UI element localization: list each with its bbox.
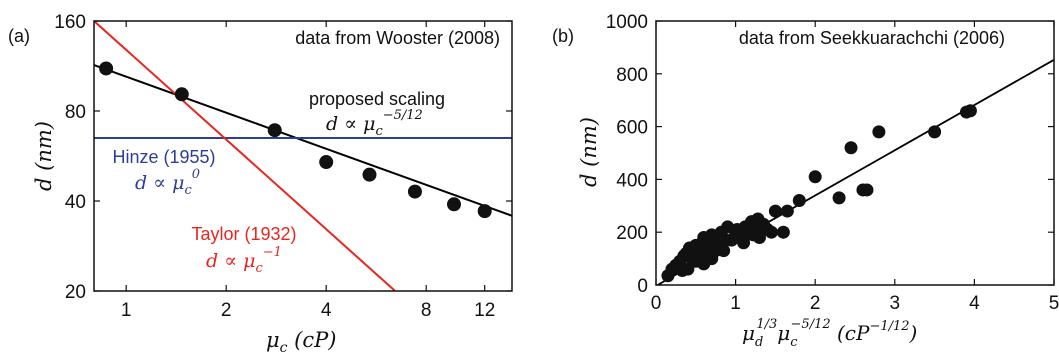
panel-b-ytick-label: 0 (637, 276, 648, 297)
panel-a-data-point (408, 185, 422, 199)
panel-b-ytick-label: 800 (616, 65, 648, 86)
panel-b-ytick-label: 400 (616, 170, 648, 191)
panel-b-data-point (833, 191, 846, 204)
panel-b-xtick-label: 4 (969, 293, 980, 314)
panel-a-ylabel: d (nm) (32, 121, 56, 191)
panel-a-xtick-label: 8 (421, 300, 432, 321)
panel-b-xtick-label: 0 (651, 293, 662, 314)
panel-b-data-point (793, 194, 806, 207)
panel-b-ytick-label: 1000 (606, 12, 648, 33)
panel-b-data-point (769, 205, 782, 218)
panel-a-label: (a) (8, 26, 30, 46)
panel-b-ytick-label: 200 (616, 223, 648, 244)
panel-b-ylabel: d (nm) (577, 117, 601, 187)
panel-b-data-point (845, 141, 858, 154)
panel-b: (b) 0 1 2 3 4 5 0 200 400 600 800 1000 data from Se… (552, 12, 1059, 350)
panel-a-data-point (478, 204, 492, 218)
panel-b-ytick-label: 600 (616, 118, 648, 139)
panel-b-data-point (809, 170, 822, 183)
hinze-relation: d ∝ μc0 (135, 167, 200, 198)
proposed-scaling-relation: d ∝ μc−5/12 (326, 108, 423, 139)
panel-b-data-point (964, 104, 977, 117)
panel-b-label: (b) (552, 26, 574, 46)
panel-a-data-point (175, 87, 189, 101)
panel-a-ytick-label: 40 (65, 192, 86, 213)
proposed-scaling-label: proposed scaling (309, 89, 445, 109)
panel-b-data-point (765, 226, 778, 239)
panel-a-ytick-label: 80 (65, 102, 86, 123)
panel-a-xtick-label: 2 (221, 300, 232, 321)
taylor-label: Taylor (1932) (191, 224, 296, 244)
panel-a-xtick-label: 1 (121, 300, 132, 321)
panel-b-xtick-label: 2 (810, 293, 821, 314)
panel-a-xlabel: μc (cP) (266, 328, 336, 356)
taylor-relation: d ∝ μc−1 (206, 245, 282, 276)
panel-b-data-point (872, 125, 885, 138)
panel-a-data-point (268, 123, 282, 137)
panel-b-xtick-label: 1 (730, 293, 741, 314)
panel-a-data-point (447, 197, 461, 211)
panel-a-data-point (319, 155, 333, 169)
panel-a-ytick-label: 20 (65, 282, 86, 303)
panel-b-data-point (777, 226, 790, 239)
panel-a-ytick-label: 160 (54, 12, 86, 33)
panel-b-data-point (860, 183, 873, 196)
panel-a-points (99, 61, 492, 218)
hinze-label: Hinze (1955) (112, 147, 215, 167)
panel-a-data-point (362, 168, 376, 182)
panel-a-xtick-label: 4 (321, 300, 332, 321)
panel-a-data-point (99, 61, 113, 75)
panel-a-xtick-label: 12 (474, 300, 495, 321)
panel-a-annotation: data from Wooster (2008) (295, 28, 500, 48)
panel-b-annotation: data from Seekkuarachchi (2006) (739, 28, 1005, 48)
panel-b-xtick-label: 3 (890, 293, 901, 314)
panel-b-xtick-label: 5 (1049, 293, 1059, 314)
panel-b-data-point (781, 205, 794, 218)
panel-b-xlabel: μd1/3μc−5/12 (cP−1/12) (742, 317, 917, 350)
panel-b-data-point (928, 125, 941, 138)
